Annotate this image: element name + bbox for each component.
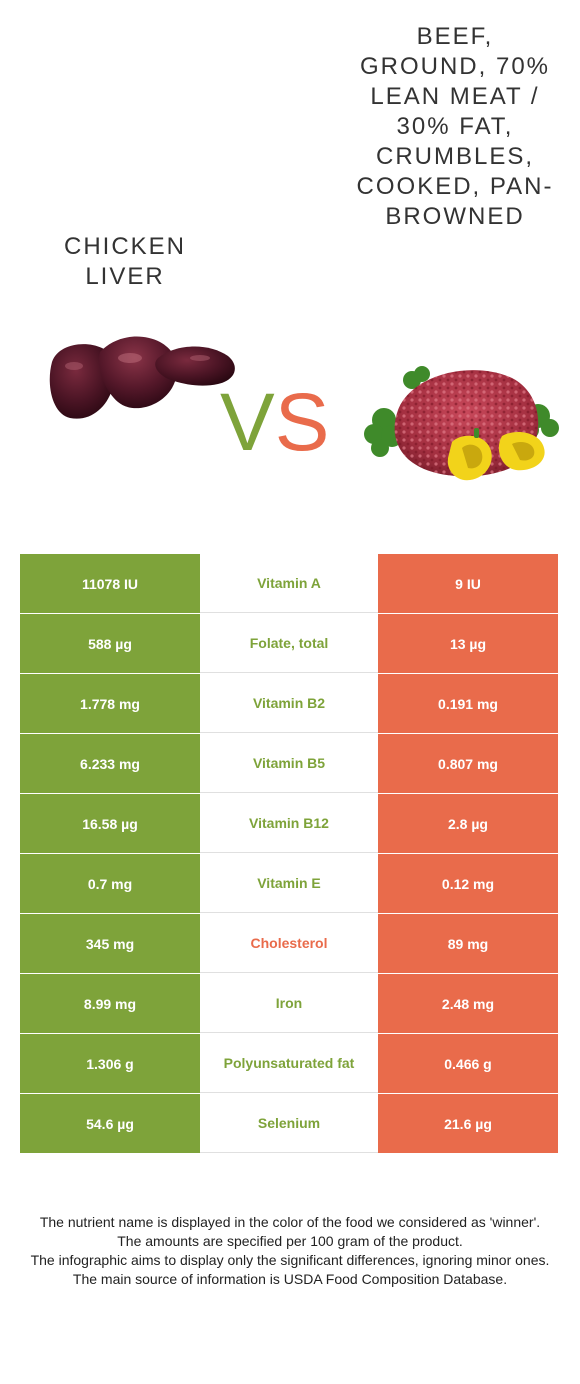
- right-value: 2.8 µg: [378, 794, 558, 853]
- table-row: 1.778 mg Vitamin B2 0.191 mg: [20, 674, 558, 734]
- nutrient-name: Vitamin B5: [200, 734, 378, 793]
- left-value: 1.306 g: [20, 1034, 200, 1093]
- footer-note-winner: The nutrient name is displayed in the co…: [39, 1214, 541, 1230]
- left-value: 6.233 mg: [20, 734, 200, 793]
- vs-s: S: [274, 377, 330, 468]
- nutrient-name: Selenium: [200, 1094, 378, 1153]
- nutrient-name: Vitamin A: [200, 554, 378, 613]
- footer-note-amount: The amounts are specified per 100 gram o…: [117, 1233, 463, 1249]
- right-value: 9 IU: [378, 554, 558, 613]
- food-title-right: Beef, ground, 70% lean meat / 30% fat, c…: [356, 23, 554, 230]
- right-value: 21.6 µg: [378, 1094, 558, 1153]
- table-row: 588 µg Folate, total 13 µg: [20, 614, 558, 674]
- left-value: 54.6 µg: [20, 1094, 200, 1153]
- left-value: 345 mg: [20, 914, 200, 973]
- left-value: 1.778 mg: [20, 674, 200, 733]
- right-value: 0.191 mg: [378, 674, 558, 733]
- vs-v: V: [220, 377, 275, 468]
- right-value: 0.12 mg: [378, 854, 558, 913]
- vs-label: VS: [220, 378, 360, 468]
- nutrient-name: Vitamin B12: [200, 794, 378, 853]
- left-value: 8.99 mg: [20, 974, 200, 1033]
- left-value: 11078 IU: [20, 554, 200, 613]
- table-row: 0.7 mg Vitamin E 0.12 mg: [20, 854, 558, 914]
- food-title-left: Chicken liver: [63, 233, 186, 290]
- table-row: 1.306 g Polyunsaturated fat 0.466 g: [20, 1034, 558, 1094]
- left-value: 16.58 µg: [20, 794, 200, 853]
- table-row: 54.6 µg Selenium 21.6 µg: [20, 1094, 558, 1154]
- footer-notes: The nutrient name is displayed in the co…: [20, 1213, 560, 1289]
- nutrient-name: Polyunsaturated fat: [200, 1034, 378, 1093]
- chicken-liver-image: [49, 336, 235, 419]
- right-value: 0.466 g: [378, 1034, 558, 1093]
- right-value: 13 µg: [378, 614, 558, 673]
- table-row: 8.99 mg Iron 2.48 mg: [20, 974, 558, 1034]
- right-value: 89 mg: [378, 914, 558, 973]
- table-row: 16.58 µg Vitamin B12 2.8 µg: [20, 794, 558, 854]
- nutrient-name: Iron: [200, 974, 378, 1033]
- nutrient-name: Vitamin B2: [200, 674, 378, 733]
- nutrient-name: Folate, total: [200, 614, 378, 673]
- footer-note-source: The main source of information is USDA F…: [72, 1271, 508, 1287]
- table-row: 6.233 mg Vitamin B5 0.807 mg: [20, 734, 558, 794]
- right-value: 0.807 mg: [378, 734, 558, 793]
- nutrient-name: Vitamin E: [200, 854, 378, 913]
- left-value: 588 µg: [20, 614, 200, 673]
- nutrient-name: Cholesterol: [200, 914, 378, 973]
- ground-beef-image: [364, 366, 559, 481]
- right-value: 2.48 mg: [378, 974, 558, 1033]
- left-value: 0.7 mg: [20, 854, 200, 913]
- footer-note-differences: The infographic aims to display only the…: [30, 1252, 550, 1268]
- table-row: 345 mg Cholesterol 89 mg: [20, 914, 558, 974]
